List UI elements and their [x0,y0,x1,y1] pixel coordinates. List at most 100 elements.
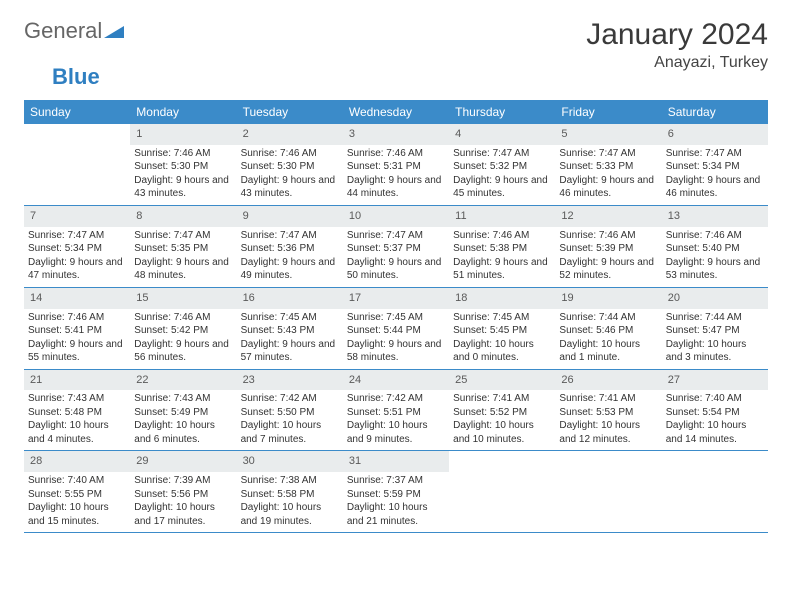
sunset-text: Sunset: 5:32 PM [453,160,551,174]
day-number: 26 [555,370,661,391]
logo-mark-icon [104,18,124,44]
day-number: 28 [24,451,130,472]
calendar-cell: 18Sunrise: 7:45 AMSunset: 5:45 PMDayligh… [449,288,555,369]
sunset-text: Sunset: 5:58 PM [241,488,339,502]
cell-body: Sunrise: 7:47 AMSunset: 5:32 PMDaylight:… [449,145,555,205]
sunrise-text: Sunrise: 7:47 AM [666,147,764,161]
day-number: 23 [237,370,343,391]
calendar-cell: 12Sunrise: 7:46 AMSunset: 5:39 PMDayligh… [555,206,661,287]
calendar-cell: 23Sunrise: 7:42 AMSunset: 5:50 PMDayligh… [237,370,343,451]
day-number: 3 [343,124,449,145]
calendar-cell: 22Sunrise: 7:43 AMSunset: 5:49 PMDayligh… [130,370,236,451]
sunrise-text: Sunrise: 7:47 AM [347,229,445,243]
calendar-cell: 20Sunrise: 7:44 AMSunset: 5:47 PMDayligh… [662,288,768,369]
day-header-sat: Saturday [662,100,768,124]
daylight-text: Daylight: 9 hours and 57 minutes. [241,338,339,365]
calendar-cell: 8Sunrise: 7:47 AMSunset: 5:35 PMDaylight… [130,206,236,287]
calendar-day-header: Sunday Monday Tuesday Wednesday Thursday… [24,100,768,124]
day-header-fri: Friday [555,100,661,124]
sunset-text: Sunset: 5:42 PM [134,324,232,338]
cell-body: Sunrise: 7:46 AMSunset: 5:30 PMDaylight:… [237,145,343,205]
daylight-text: Daylight: 9 hours and 44 minutes. [347,174,445,201]
title-block: January 2024 Anayazi, Turkey [586,18,768,72]
calendar-cell: 7Sunrise: 7:47 AMSunset: 5:34 PMDaylight… [24,206,130,287]
sunset-text: Sunset: 5:47 PM [666,324,764,338]
cell-body: Sunrise: 7:46 AMSunset: 5:39 PMDaylight:… [555,227,661,287]
daylight-text: Daylight: 10 hours and 17 minutes. [134,501,232,528]
day-number: 9 [237,206,343,227]
calendar-week: 7Sunrise: 7:47 AMSunset: 5:34 PMDaylight… [24,206,768,288]
calendar-cell [662,451,768,532]
daylight-text: Daylight: 9 hours and 53 minutes. [666,256,764,283]
daylight-text: Daylight: 10 hours and 7 minutes. [241,419,339,446]
page-title: January 2024 [586,18,768,52]
calendar-cell: 28Sunrise: 7:40 AMSunset: 5:55 PMDayligh… [24,451,130,532]
calendar-cell: 16Sunrise: 7:45 AMSunset: 5:43 PMDayligh… [237,288,343,369]
day-number: 7 [24,206,130,227]
day-header-wed: Wednesday [343,100,449,124]
sunrise-text: Sunrise: 7:40 AM [666,392,764,406]
sunrise-text: Sunrise: 7:40 AM [28,474,126,488]
daylight-text: Daylight: 10 hours and 21 minutes. [347,501,445,528]
day-number: 1 [130,124,236,145]
calendar-cell: 10Sunrise: 7:47 AMSunset: 5:37 PMDayligh… [343,206,449,287]
calendar-cell: 5Sunrise: 7:47 AMSunset: 5:33 PMDaylight… [555,124,661,205]
day-number: 15 [130,288,236,309]
daylight-text: Daylight: 10 hours and 9 minutes. [347,419,445,446]
sunset-text: Sunset: 5:50 PM [241,406,339,420]
calendar-cell: 1Sunrise: 7:46 AMSunset: 5:30 PMDaylight… [130,124,236,205]
sunset-text: Sunset: 5:34 PM [666,160,764,174]
cell-body: Sunrise: 7:47 AMSunset: 5:34 PMDaylight:… [662,145,768,205]
day-number: 19 [555,288,661,309]
sunrise-text: Sunrise: 7:45 AM [453,311,551,325]
calendar-cell: 4Sunrise: 7:47 AMSunset: 5:32 PMDaylight… [449,124,555,205]
cell-body: Sunrise: 7:47 AMSunset: 5:34 PMDaylight:… [24,227,130,287]
daylight-text: Daylight: 10 hours and 6 minutes. [134,419,232,446]
day-number: 16 [237,288,343,309]
calendar-cell: 3Sunrise: 7:46 AMSunset: 5:31 PMDaylight… [343,124,449,205]
daylight-text: Daylight: 9 hours and 43 minutes. [241,174,339,201]
calendar: Sunday Monday Tuesday Wednesday Thursday… [24,100,768,533]
calendar-cell [555,451,661,532]
sunset-text: Sunset: 5:38 PM [453,242,551,256]
day-number: 22 [130,370,236,391]
day-header-mon: Monday [130,100,236,124]
page: General January 2024 Anayazi, Turkey Blu… [0,0,792,551]
sunset-text: Sunset: 5:36 PM [241,242,339,256]
day-number: 31 [343,451,449,472]
sunrise-text: Sunrise: 7:47 AM [453,147,551,161]
cell-body: Sunrise: 7:47 AMSunset: 5:37 PMDaylight:… [343,227,449,287]
cell-body [662,472,768,478]
daylight-text: Daylight: 9 hours and 47 minutes. [28,256,126,283]
day-number: 21 [24,370,130,391]
cell-body [555,472,661,478]
daylight-text: Daylight: 9 hours and 45 minutes. [453,174,551,201]
sunrise-text: Sunrise: 7:42 AM [347,392,445,406]
sunrise-text: Sunrise: 7:46 AM [241,147,339,161]
calendar-cell [449,451,555,532]
calendar-week: 28Sunrise: 7:40 AMSunset: 5:55 PMDayligh… [24,451,768,533]
sunrise-text: Sunrise: 7:38 AM [241,474,339,488]
day-header-tue: Tuesday [237,100,343,124]
day-number: 17 [343,288,449,309]
daylight-text: Daylight: 9 hours and 55 minutes. [28,338,126,365]
sunset-text: Sunset: 5:53 PM [559,406,657,420]
cell-body: Sunrise: 7:38 AMSunset: 5:58 PMDaylight:… [237,472,343,532]
day-number: 11 [449,206,555,227]
daylight-text: Daylight: 10 hours and 0 minutes. [453,338,551,365]
calendar-cell: 15Sunrise: 7:46 AMSunset: 5:42 PMDayligh… [130,288,236,369]
day-number: 24 [343,370,449,391]
sunset-text: Sunset: 5:59 PM [347,488,445,502]
calendar-cell: 26Sunrise: 7:41 AMSunset: 5:53 PMDayligh… [555,370,661,451]
location-text: Anayazi, Turkey [586,54,768,72]
sunrise-text: Sunrise: 7:44 AM [666,311,764,325]
daylight-text: Daylight: 9 hours and 48 minutes. [134,256,232,283]
calendar-week: 21Sunrise: 7:43 AMSunset: 5:48 PMDayligh… [24,370,768,452]
cell-body: Sunrise: 7:43 AMSunset: 5:48 PMDaylight:… [24,390,130,450]
cell-body: Sunrise: 7:45 AMSunset: 5:45 PMDaylight:… [449,309,555,369]
daylight-text: Daylight: 10 hours and 10 minutes. [453,419,551,446]
sunrise-text: Sunrise: 7:47 AM [559,147,657,161]
calendar-cell: 13Sunrise: 7:46 AMSunset: 5:40 PMDayligh… [662,206,768,287]
day-number: 30 [237,451,343,472]
daylight-text: Daylight: 9 hours and 50 minutes. [347,256,445,283]
